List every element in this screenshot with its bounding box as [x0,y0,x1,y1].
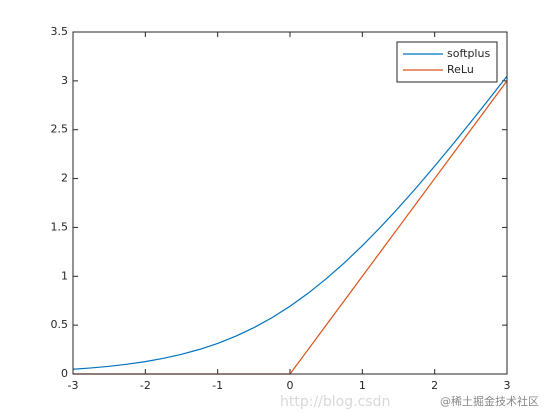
legend-label: ReLu [447,63,474,76]
y-tick-label: 0.5 [51,318,69,331]
y-tick-label: 2 [61,172,68,185]
x-tick-label: 1 [359,379,366,392]
x-tick-label: 3 [504,379,511,392]
y-tick-label: 0 [61,367,68,380]
legend-label: softplus [447,47,490,60]
legend-box [396,41,498,83]
x-tick-label: -3 [68,379,79,392]
y-tick-label: 3 [61,74,68,87]
x-tick-label: 0 [287,379,294,392]
x-tick-label: -2 [140,379,151,392]
y-tick-label: 3.5 [51,25,69,38]
plot-area [73,32,507,374]
series-line [72,75,508,370]
y-tick-label: 2.5 [51,123,69,136]
x-tick-label: 2 [431,379,438,392]
watermark: http://blog.csdn [280,394,390,410]
y-tick-label: 1 [61,269,68,282]
x-tick-label: -1 [212,379,223,392]
axes-box [72,31,508,375]
y-tick-label: 1.5 [51,220,69,233]
watermark: @稀土掘金技术社区 [440,394,539,408]
